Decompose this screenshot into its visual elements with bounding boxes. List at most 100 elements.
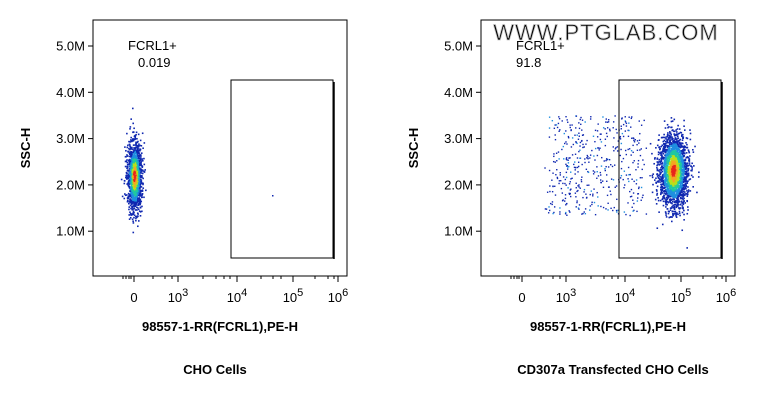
event-dot: [661, 192, 664, 194]
event-dot: [666, 173, 669, 176]
event-dot: [666, 208, 669, 210]
event-dot: [678, 210, 681, 213]
event-dot: [592, 173, 595, 175]
event-dot: [655, 203, 658, 205]
event-dot: [671, 158, 673, 160]
event-dot: [673, 180, 675, 183]
event-dot: [554, 134, 556, 136]
event-dot: [629, 196, 632, 198]
event-dot: [136, 180, 139, 183]
event-dot: [669, 150, 672, 153]
event-dot: [671, 220, 673, 223]
event-dot: [675, 173, 678, 175]
event-dot: [688, 151, 691, 154]
event-dot: [678, 195, 681, 197]
event-dot: [569, 157, 571, 159]
event-dot: [672, 189, 674, 192]
event-dot: [612, 179, 615, 181]
event-dot: [667, 185, 670, 187]
event-dot: [677, 155, 680, 158]
event-dot: [143, 170, 146, 173]
event-dot: [661, 180, 664, 182]
event-dot: [661, 156, 664, 159]
event-dot: [129, 201, 132, 204]
event-dot: [636, 200, 639, 202]
event-dot: [685, 173, 687, 176]
event-dot: [605, 208, 607, 210]
event-dot: [131, 157, 134, 160]
event-dot: [669, 155, 672, 158]
event-dot: [135, 153, 138, 155]
event-dot: [138, 220, 140, 222]
event-dot: [136, 169, 139, 172]
event-dot: [130, 156, 132, 158]
event-dot: [660, 167, 662, 169]
event-dot: [141, 189, 144, 191]
event-dot: [136, 209, 138, 211]
event-dot: [649, 175, 651, 177]
event-dot: [138, 202, 140, 205]
event-dot: [672, 214, 674, 217]
event-dot: [133, 127, 135, 130]
event-dot: [127, 144, 129, 147]
event-dot: [128, 208, 130, 211]
event-dot: [631, 137, 633, 139]
event-dot: [676, 142, 679, 144]
event-dot: [132, 205, 135, 207]
event-dot: [668, 155, 671, 158]
event-dot: [136, 189, 139, 191]
event-dot: [671, 172, 673, 175]
event-dot: [678, 186, 681, 189]
event-dot: [137, 150, 140, 152]
event-dot: [553, 211, 555, 214]
event-dot: [685, 179, 687, 181]
event-dot: [681, 178, 684, 181]
event-dot: [598, 149, 600, 151]
event-dot: [680, 150, 683, 152]
event-dot: [562, 176, 565, 178]
event-dot: [653, 158, 656, 160]
event-dot: [568, 193, 571, 196]
event-dot: [679, 145, 681, 148]
event-dot: [671, 210, 674, 213]
event-dot: [641, 196, 644, 199]
event-dot: [627, 166, 630, 169]
event-dot: [552, 172, 554, 174]
event-dot: [688, 150, 690, 153]
event-dot: [128, 179, 130, 182]
event-dot: [128, 147, 130, 150]
event-dot: [128, 175, 130, 177]
event-dot: [568, 183, 571, 185]
event-dot: [667, 196, 670, 199]
event-dot: [658, 170, 660, 172]
event-dot: [668, 160, 670, 162]
event-dot: [677, 145, 680, 148]
event-dot: [682, 181, 685, 184]
event-dot: [548, 116, 551, 118]
event-dot: [681, 201, 683, 204]
event-dot: [576, 134, 578, 136]
event-dot: [663, 172, 666, 175]
event-dot: [670, 184, 673, 187]
event-dot: [664, 151, 667, 154]
event-dot: [657, 199, 660, 202]
event-dot: [666, 157, 669, 159]
event-dot: [666, 178, 669, 181]
event-dot: [668, 176, 671, 178]
event-dot: [683, 177, 686, 180]
event-dot: [675, 197, 678, 199]
event-dot: [129, 200, 131, 203]
event-dot: [126, 200, 129, 203]
event-dot: [686, 195, 689, 198]
event-dot: [132, 131, 134, 134]
event-dot: [132, 189, 135, 191]
event-dot: [674, 176, 676, 179]
event-dot: [134, 160, 136, 162]
event-dot: [664, 172, 667, 175]
event-dot: [138, 210, 141, 213]
event-dot: [681, 185, 684, 187]
event-dot: [141, 158, 144, 160]
event-dot: [687, 164, 690, 167]
event-dot: [677, 172, 680, 174]
event-dot: [132, 175, 134, 178]
